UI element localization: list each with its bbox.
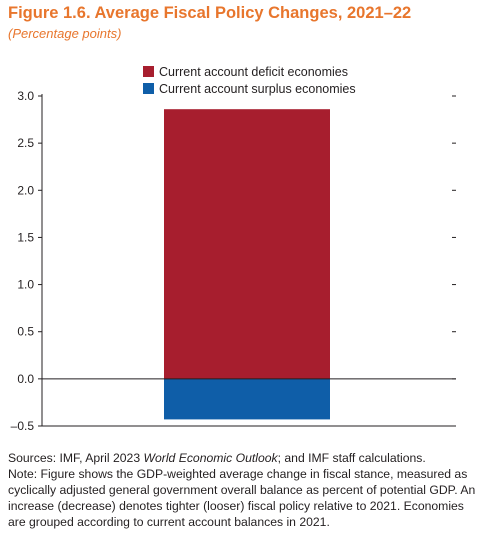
y-tick-label: 0.0 xyxy=(17,372,34,386)
y-tick-label: 2.0 xyxy=(17,183,34,197)
legend-label-surplus: Current account surplus economies xyxy=(159,82,356,96)
figure-notes: Sources: IMF, April 2023 World Economic … xyxy=(8,450,478,530)
sources-publication: World Economic Outlook xyxy=(143,451,278,465)
y-tick-label: 3.0 xyxy=(17,89,34,103)
sources-suffix: ; and IMF staff calculations. xyxy=(277,451,426,465)
bar-surplus-economies xyxy=(164,378,330,420)
sources-prefix: Sources: IMF, April 2023 xyxy=(8,451,144,465)
y-tick-label: 2.5 xyxy=(17,136,34,150)
sources-line: Sources: IMF, April 2023 World Economic … xyxy=(8,450,478,466)
note-text: Note: Figure shows the GDP-weighted aver… xyxy=(8,467,476,529)
legend-swatch-surplus xyxy=(143,83,154,94)
bar-deficit-economies xyxy=(164,109,330,379)
legend-swatch-deficit xyxy=(143,66,154,77)
y-tick-label: –0.5 xyxy=(11,419,35,433)
figure-title: Figure 1.6. Average Fiscal Policy Change… xyxy=(8,4,412,22)
legend-label-deficit: Current account deficit economies xyxy=(159,65,348,79)
y-tick-label: 1.5 xyxy=(17,230,34,244)
figure-subtitle: (Percentage points) xyxy=(8,26,122,41)
y-tick-label: 0.5 xyxy=(17,325,34,339)
y-tick-label: 1.0 xyxy=(17,278,34,292)
bar-chart: –0.5 0.0 0.5 1.0 1.5 2.0 2.5 3.0 Current account… xyxy=(11,65,456,433)
